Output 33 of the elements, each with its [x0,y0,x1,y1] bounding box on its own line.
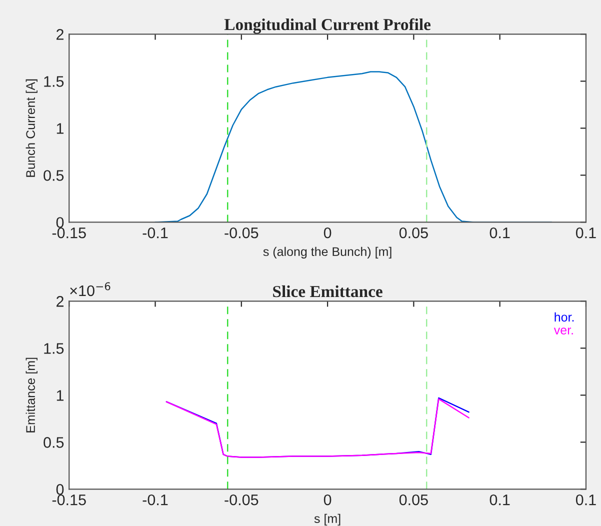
x-tick-label: 0.1 [490,227,510,238]
y-tick-label: 0 [56,484,64,495]
text: ×10$^{−6}$ [70,282,110,296]
text: ver. [554,328,573,334]
y-tick-label: 0.5 [44,170,64,181]
y-tick-label: 1.5 [44,343,64,354]
x-tick-label: -0.1 [142,227,168,238]
y-tick-label: 1 [56,123,64,134]
x-tick-label: 0.05 [399,227,428,238]
x-tick-label: 0 [324,494,332,506]
y-tick-label: 2 [56,29,64,40]
x-axis-title: s [m] [314,514,340,526]
x-tick-label: 0 [324,227,332,238]
x-tick-label: -0.15 [52,227,86,238]
chart-title: Longitudinal Current Profile [224,18,431,34]
text: hor. [554,312,574,322]
x-tick-label: 0.1 [576,494,596,506]
x-tick-label: -0.05 [224,227,258,238]
y-axis-title: Bunch Current [A] [26,79,38,177]
x-tick-label: -0.05 [224,494,258,506]
x-tick-label: 0.05 [399,494,428,506]
y-tick-label: 1 [56,390,64,401]
x-tick-label: 0.1 [490,494,510,506]
y-tick-label: 1.5 [44,76,64,87]
x-tick-label: 0.1 [576,227,596,238]
chart-title: Slice Emittance [273,285,382,298]
x-tick-label: -0.1 [142,494,168,506]
y-axis-title: Emittance [m] [26,358,38,432]
y-tick-label: 2 [56,296,64,307]
y-tick-label: 0 [56,217,64,228]
x-tick-label: -0.15 [52,494,86,506]
x-axis-title: s (along the Bunch) [m] [263,246,392,259]
y-tick-label: 0.5 [44,437,64,448]
